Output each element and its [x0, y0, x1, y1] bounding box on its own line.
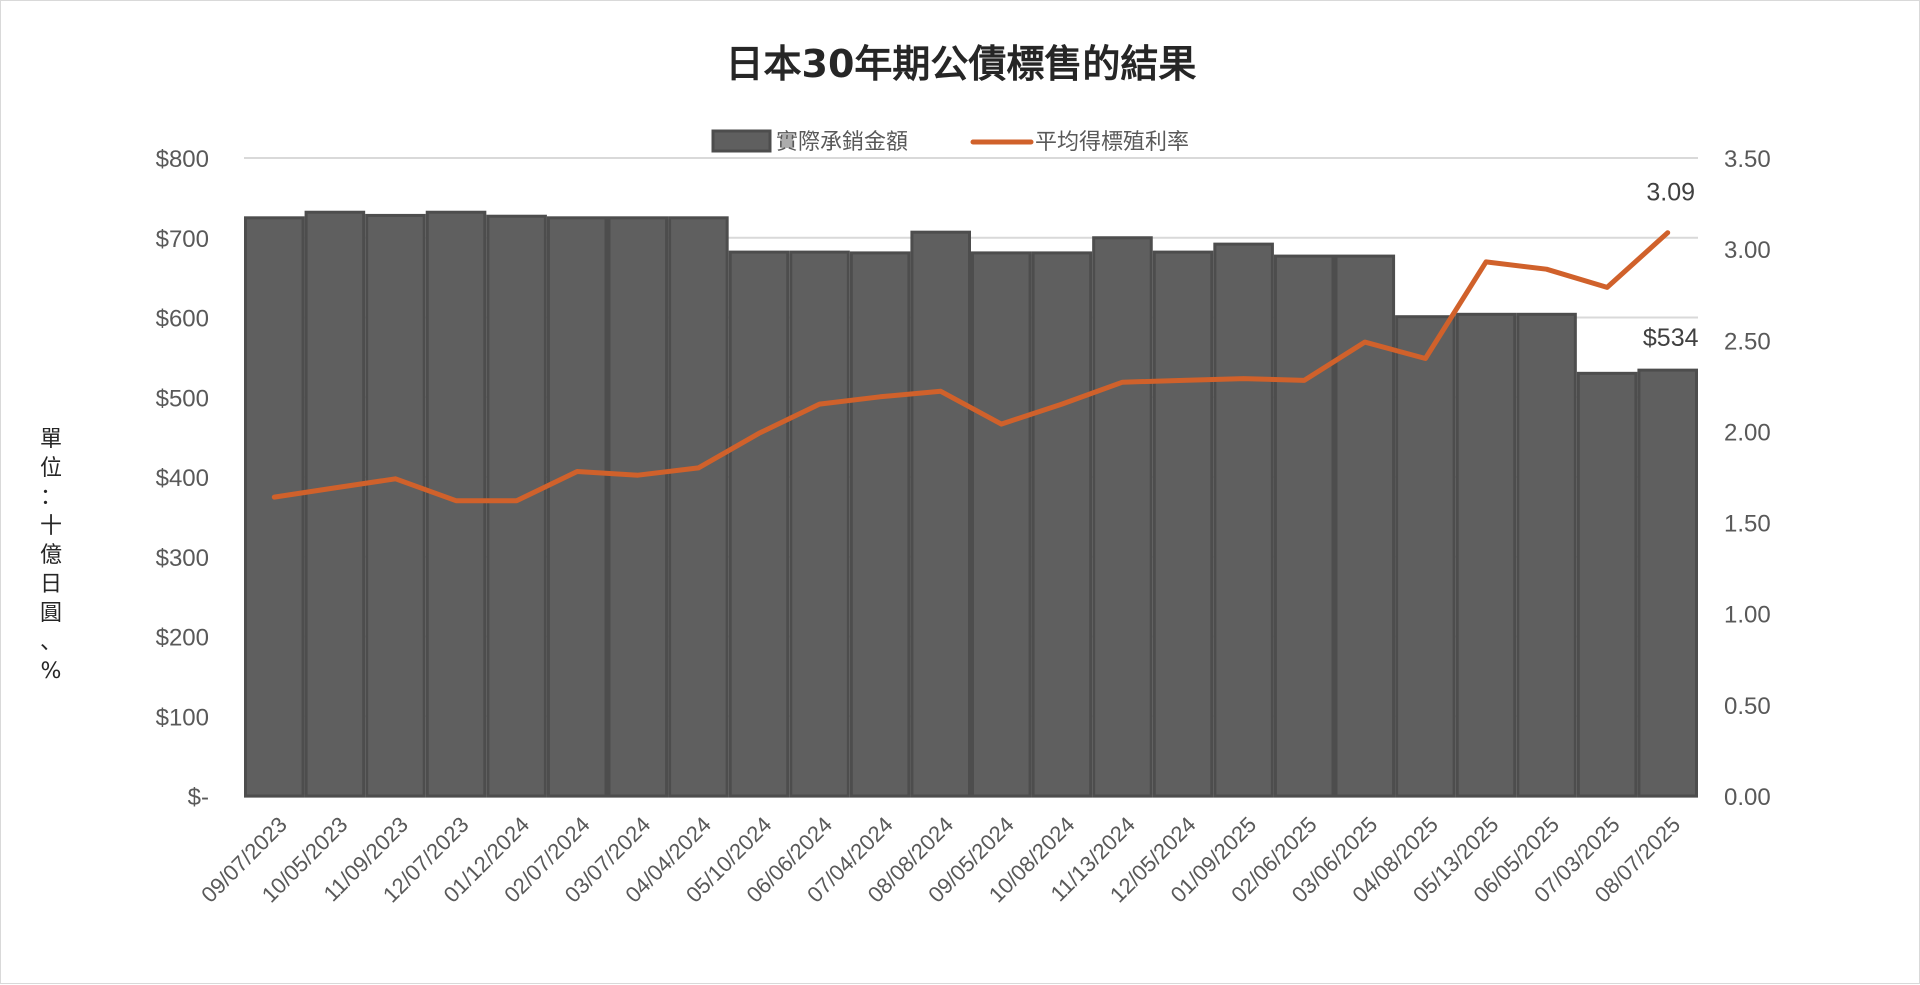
- bar: [1578, 373, 1636, 796]
- left-tick-label: $500: [156, 385, 209, 412]
- y-label-char: 位: [40, 456, 62, 481]
- bar: [973, 253, 1031, 796]
- right-tick-label: 3.00: [1724, 237, 1771, 264]
- left-axis-ticks: $- $100 $200 $300 $400 $500 $600 $700 $800: [156, 146, 209, 811]
- left-tick-label: $600: [156, 306, 209, 333]
- left-tick-label: $100: [156, 704, 209, 731]
- data-labels: $534 3.09: [1643, 179, 1699, 352]
- y-label-char: %: [41, 659, 62, 684]
- bar: [1215, 244, 1273, 796]
- right-tick-label: 2.00: [1724, 419, 1771, 446]
- bar: [367, 215, 425, 796]
- data-label: 3.09: [1646, 179, 1695, 207]
- bar: [851, 253, 909, 796]
- bar-series: [246, 212, 1697, 796]
- right-tick-label: 1.50: [1724, 511, 1771, 538]
- bar: [246, 218, 304, 796]
- right-tick-label: 0.00: [1724, 784, 1771, 811]
- right-tick-label: 0.50: [1724, 693, 1771, 720]
- right-tick-label: 3.50: [1724, 146, 1771, 173]
- bar: [1154, 252, 1212, 796]
- left-tick-label: $700: [156, 226, 209, 253]
- bar: [791, 252, 849, 796]
- left-tick-label: $300: [156, 545, 209, 572]
- bar: [306, 212, 364, 796]
- bar: [548, 218, 606, 796]
- left-tick-label: $400: [156, 465, 209, 492]
- bar: [427, 212, 485, 796]
- left-tick-label: $-: [188, 784, 209, 811]
- bar: [1094, 238, 1152, 796]
- right-axis-ticks: 0.00 0.50 1.00 1.50 2.00 2.50 3.00 3.50: [1724, 146, 1771, 811]
- y-label-char: 、: [40, 630, 62, 655]
- x-axis-ticks: 09/07/202310/05/202311/09/202312/07/2023…: [196, 812, 1685, 908]
- bar: [1518, 314, 1576, 796]
- legend-swatch-bar: [713, 131, 770, 151]
- left-tick-label: $200: [156, 625, 209, 652]
- y-label-char: ：: [40, 485, 62, 510]
- legend: 實際承銷金額 平均得標殖利率: [713, 130, 1189, 155]
- legend-label-line: 平均得標殖利率: [1035, 130, 1189, 155]
- data-label: $534: [1643, 324, 1699, 352]
- y-label-char: 單: [40, 427, 62, 452]
- bar: [609, 218, 667, 796]
- bar: [488, 216, 546, 796]
- bar: [1457, 314, 1515, 796]
- bar: [1336, 256, 1394, 796]
- y-label-char: 十: [40, 514, 62, 539]
- bar: [1033, 253, 1091, 796]
- y-label-char: 圓: [40, 601, 62, 626]
- bar: [670, 218, 728, 796]
- bar: [730, 252, 788, 796]
- y-label-char: 億: [40, 543, 62, 568]
- bar: [1397, 317, 1455, 796]
- right-tick-label: 2.50: [1724, 328, 1771, 355]
- legend-label-bar: 實際承銷金額: [776, 130, 908, 155]
- left-tick-label: $800: [156, 146, 209, 173]
- right-tick-label: 1.00: [1724, 602, 1771, 629]
- y-label-char: 日: [40, 572, 62, 597]
- bar: [1275, 256, 1333, 796]
- bar: [912, 232, 970, 796]
- bar: [1639, 370, 1697, 796]
